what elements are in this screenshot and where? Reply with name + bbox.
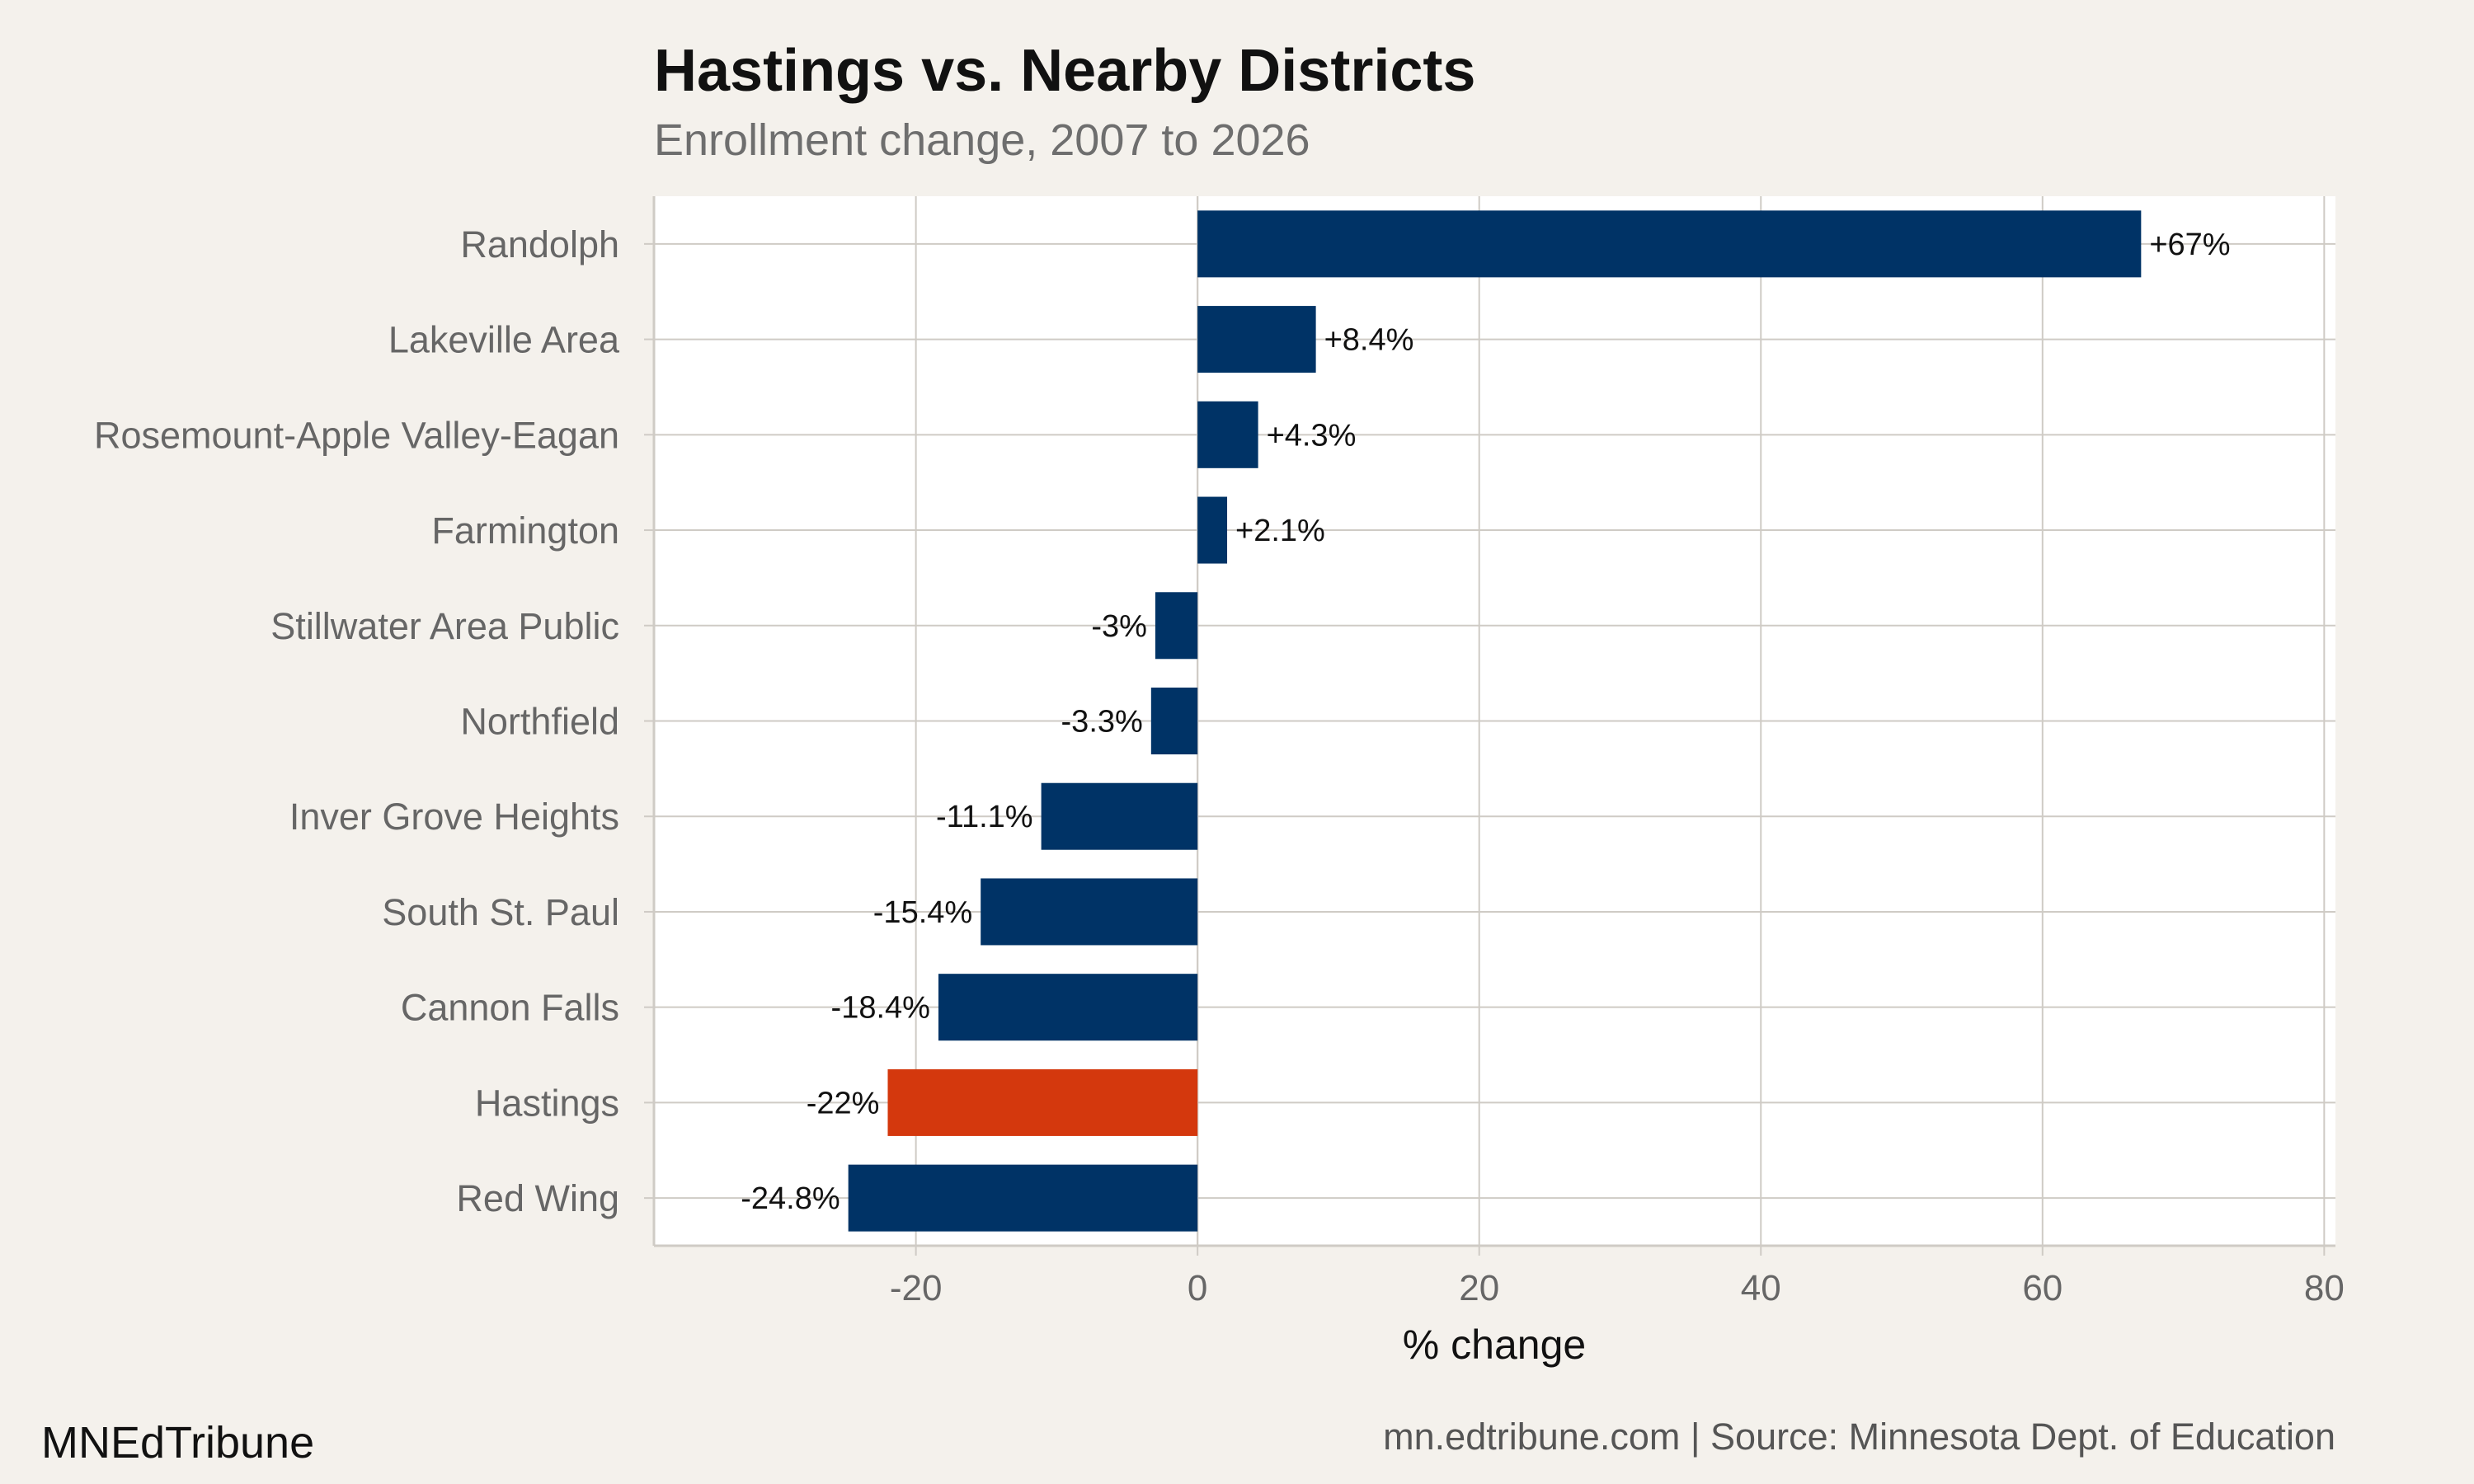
bar (938, 974, 1198, 1041)
bar (1197, 401, 1258, 468)
x-tick-label: 60 (2022, 1268, 2062, 1308)
x-tick-label: 0 (1188, 1268, 1207, 1308)
x-tick-label: 80 (2304, 1268, 2345, 1308)
category-label: Northfield (460, 701, 619, 743)
bar (1041, 782, 1198, 850)
axis-lines (652, 196, 2335, 1247)
x-tick-label: 40 (1741, 1268, 1781, 1308)
x-tick-label: -20 (890, 1268, 943, 1308)
data-label: -24.8% (741, 1181, 840, 1216)
data-label-layer: +67% +8.4% +4.3% +2.1% -3% -3.3% -11.1% -15.4% -… (741, 228, 2230, 1216)
x-axis-title: % change (1403, 1322, 1586, 1368)
category-label: Farmington (431, 510, 619, 552)
grid-layer (654, 196, 2335, 1246)
bar (1197, 306, 1316, 373)
bar-highlight (887, 1068, 1198, 1136)
data-label: +67% (2149, 228, 2230, 262)
bar (848, 1164, 1198, 1232)
data-label: -3.3% (1061, 705, 1143, 740)
category-label: Red Wing (456, 1177, 619, 1219)
x-tick-layer: -20 0 20 40 60 80 (644, 242, 2345, 1308)
data-label: +2.1% (1235, 514, 1325, 548)
chart-subtitle: Enrollment change, 2007 to 2026 (654, 115, 1310, 165)
chart-title: Hastings vs. Nearby Districts (654, 38, 1475, 104)
data-label: +4.3% (1267, 418, 1357, 453)
bar-layer (848, 210, 2142, 1232)
bar (981, 878, 1198, 946)
category-label: South St. Paul (382, 891, 619, 933)
category-label: Inver Grove Heights (289, 796, 619, 838)
bar (1197, 210, 2142, 278)
x-tick-label: 20 (1459, 1268, 1499, 1308)
bar (1155, 592, 1198, 660)
data-label: -15.4% (873, 895, 972, 930)
data-label: +8.4% (1324, 323, 1414, 358)
category-label: Rosemount-Apple Valley-Eagan (94, 414, 619, 456)
category-label: Hastings (475, 1082, 619, 1124)
category-label: Lakeville Area (388, 319, 620, 361)
bar (1197, 496, 1228, 564)
data-label: -22% (807, 1086, 880, 1120)
bar (1150, 687, 1198, 755)
data-label: -18.4% (831, 991, 930, 1026)
category-label: Randolph (460, 223, 619, 265)
category-label: Cannon Falls (401, 987, 619, 1029)
data-label: -3% (1091, 609, 1147, 644)
category-label: Stillwater Area Public (270, 605, 619, 647)
category-label-layer: Randolph Lakeville Area Rosemount-Apple Va… (94, 223, 620, 1219)
brand-logo-text: MNEdTribune (41, 1418, 314, 1468)
source-note: mn.edtribune.com | Source: Minnesota Dep… (1383, 1416, 2335, 1458)
data-label: -11.1% (936, 800, 1033, 834)
